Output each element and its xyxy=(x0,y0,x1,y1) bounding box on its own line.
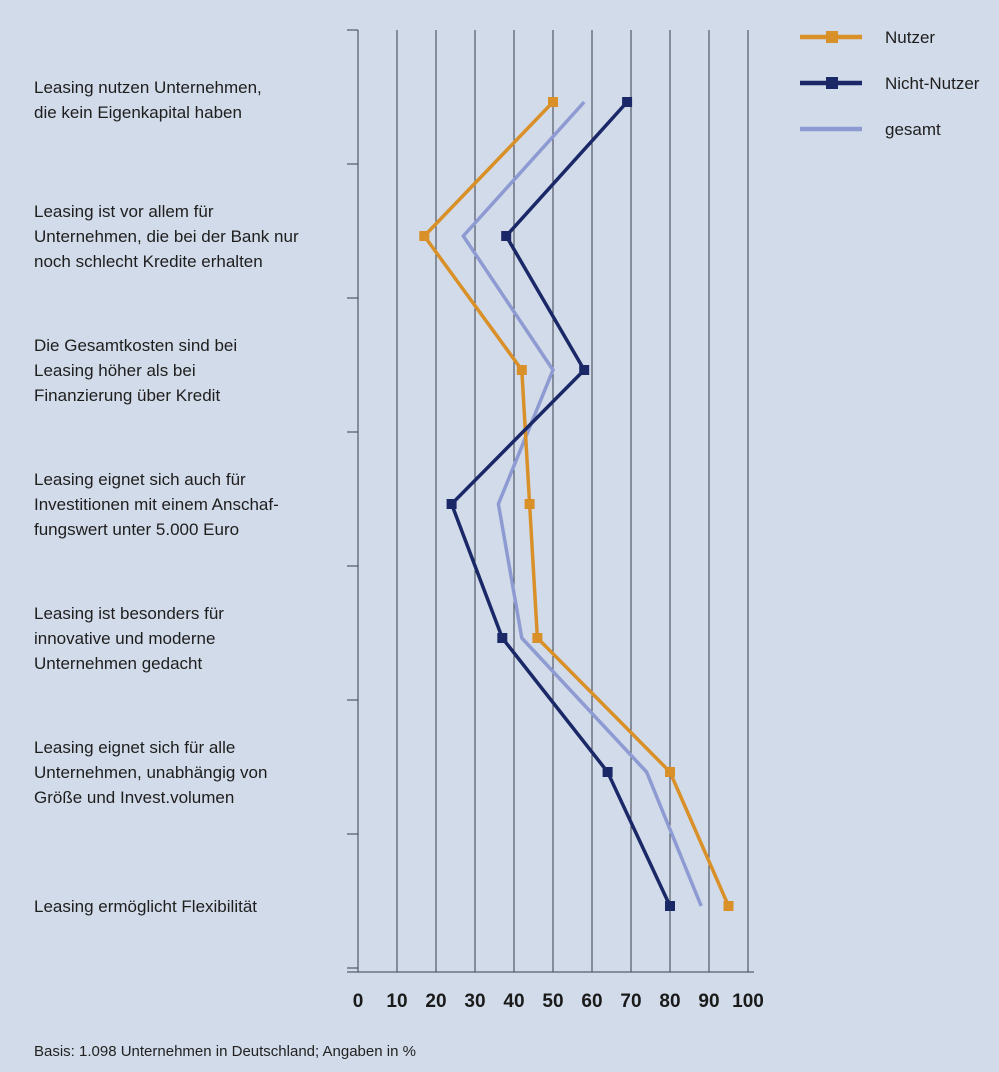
data-point-marker xyxy=(532,633,543,643)
category-label: Leasing ermöglicht Flexibilität xyxy=(34,897,257,916)
tick-label: 80 xyxy=(659,991,680,1012)
tick-label: 60 xyxy=(581,991,602,1012)
data-point-marker xyxy=(501,231,512,241)
tick-label: 50 xyxy=(542,991,563,1012)
tick-label: 10 xyxy=(386,991,407,1012)
series-line-gesamt xyxy=(461,100,703,907)
legend-label: Nutzer xyxy=(885,28,935,47)
data-point-marker xyxy=(602,767,613,777)
series-line-nicht-nutzer xyxy=(449,100,672,907)
category-label: Leasing ist besonders für innovative und… xyxy=(34,603,224,673)
legend-label: Nicht-Nutzer xyxy=(885,74,980,93)
tick-label: 30 xyxy=(464,991,485,1012)
data-point-marker xyxy=(665,901,675,911)
series-line-nutzer xyxy=(422,100,731,907)
data-point-marker xyxy=(419,231,430,241)
data-point-marker xyxy=(579,365,590,375)
category-label: Leasing ist vor allem für Unternehmen, d… xyxy=(34,201,299,271)
data-point-marker xyxy=(524,499,535,509)
category-label: Die Gesamtkosten sind bei Leasing höher … xyxy=(34,335,238,405)
data-point-marker xyxy=(548,97,558,107)
category-label: Leasing nutzen Unternehmen, die kein Eig… xyxy=(34,78,262,122)
data-point-marker xyxy=(497,633,508,643)
data-point-marker xyxy=(723,901,734,911)
basis-note: Basis: 1.098 Unternehmen in Deutschland;… xyxy=(34,1043,416,1060)
category-label: Leasing eignet sich auch für Investition… xyxy=(34,469,279,539)
tick-label: 40 xyxy=(503,991,524,1012)
tick-label: 0 xyxy=(353,991,364,1012)
legend-marker xyxy=(826,31,838,43)
tick-label: 90 xyxy=(698,991,719,1012)
legend-label: gesamt xyxy=(885,120,941,139)
category-label: Leasing eignet sich für alle Unternehmen… xyxy=(34,737,268,807)
data-point-marker xyxy=(516,365,527,375)
data-point-marker xyxy=(622,97,633,107)
tick-label: 100 xyxy=(732,991,764,1012)
legend-marker xyxy=(826,77,838,89)
tick-label: 70 xyxy=(620,991,641,1012)
tick-label: 20 xyxy=(425,991,446,1012)
data-point-marker xyxy=(446,499,457,509)
data-point-marker xyxy=(665,767,675,777)
